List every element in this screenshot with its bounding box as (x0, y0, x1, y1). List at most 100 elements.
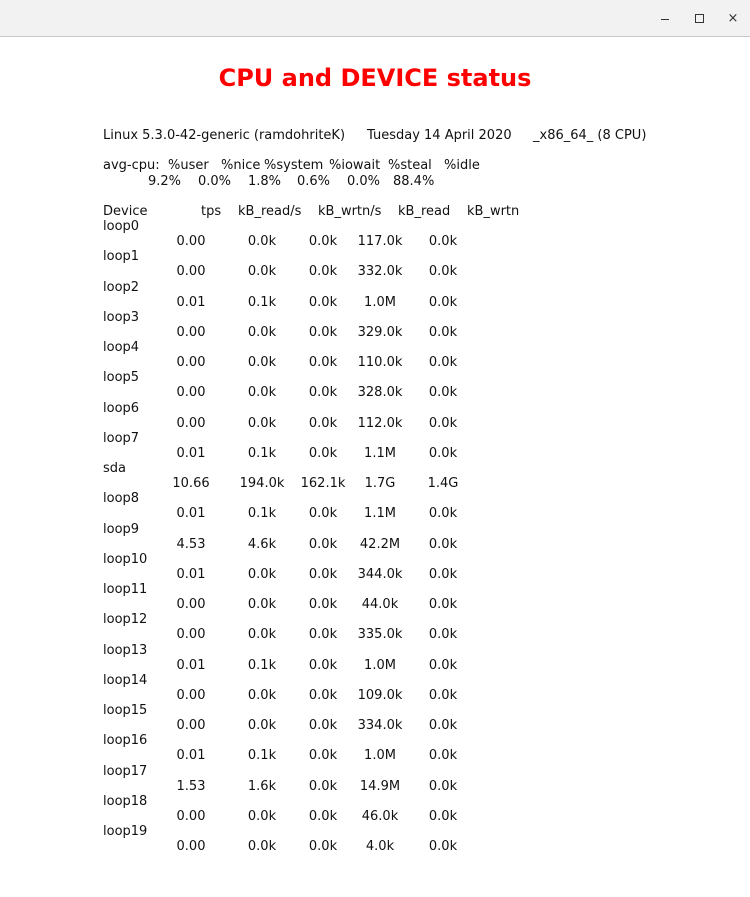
cell-wrtn: 0.0k (428, 506, 458, 522)
device-name: loop17 (103, 763, 148, 779)
cell-read-s: 194.0k (239, 476, 285, 491)
cell-tps: 0.00 (176, 627, 206, 643)
window-titlebar: × (0, 0, 750, 37)
arch-info: _x86_64_ (8 CPU) (533, 128, 647, 143)
device-name: loop7 (103, 430, 140, 446)
device-name: loop14 (103, 672, 148, 688)
cell-read-s: 0.0k (247, 839, 277, 854)
cell-wrtn-s: 0.0k (308, 536, 338, 552)
cell-read: 1.1M (364, 445, 396, 461)
table-row: loop12 0.00 0.0k 0.0k 335.0k 0.0k (0, 612, 750, 642)
cell-wrtn-s: 0.0k (308, 355, 338, 370)
cell-read-s: 1.6k (247, 778, 277, 794)
cell-tps: 0.00 (176, 264, 206, 280)
cell-read: 109.0k (357, 687, 403, 703)
cell-wrtn-s: 0.0k (308, 234, 338, 249)
cpu-value: 88.4% (393, 174, 435, 189)
column-header: kB_read/s (238, 204, 302, 219)
device-name: loop18 (103, 793, 148, 809)
cell-wrtn-s: 0.0k (308, 808, 338, 824)
table-row: loop2 0.01 0.1k 0.0k 1.0M 0.0k (0, 280, 750, 310)
cpu-value: 0.6% (297, 174, 331, 189)
cell-read: 44.0k (361, 597, 399, 612)
cpu-value: 1.8% (248, 174, 282, 189)
cell-tps: 0.01 (176, 506, 206, 522)
table-row: loop16 0.01 0.1k 0.0k 1.0M 0.0k (0, 733, 750, 763)
cell-wrtn: 0.0k (428, 718, 458, 733)
minimize-icon (661, 18, 669, 20)
device-name: loop6 (103, 400, 140, 416)
cell-read-s: 0.0k (247, 627, 277, 643)
device-name: loop3 (103, 309, 140, 325)
cell-read: 334.0k (357, 718, 403, 733)
cell-read-s: 0.0k (247, 324, 277, 340)
table-row: loop8 0.01 0.1k 0.0k 1.1M 0.0k (0, 491, 750, 521)
cell-wrtn-s: 0.0k (308, 294, 338, 310)
cell-wrtn: 0.0k (428, 264, 458, 280)
system-info-line: Linux 5.3.0-42-generic (ramdohriteK) Tue… (0, 128, 750, 144)
cell-tps: 0.01 (176, 657, 206, 673)
cell-wrtn-s: 0.0k (308, 597, 338, 612)
table-row: loop9 4.53 4.6k 0.0k 42.2M 0.0k (0, 522, 750, 552)
cell-read-s: 0.0k (247, 234, 277, 249)
cell-wrtn-s: 162.1k (300, 476, 346, 491)
cpu-value: 9.2% (148, 174, 182, 189)
cell-tps: 0.00 (176, 234, 206, 249)
cell-wrtn-s: 0.0k (308, 506, 338, 522)
table-row: loop18 0.00 0.0k 0.0k 46.0k 0.0k (0, 794, 750, 824)
cell-wrtn-s: 0.0k (308, 627, 338, 643)
cell-read: 14.9M (359, 778, 401, 794)
cell-wrtn: 0.0k (428, 445, 458, 461)
cell-wrtn: 1.4G (427, 476, 459, 491)
cell-tps: 0.01 (176, 566, 206, 582)
device-name: loop15 (103, 703, 148, 718)
kernel-info: Linux 5.3.0-42-generic (ramdohriteK) (103, 128, 346, 143)
cell-tps: 0.00 (176, 355, 206, 370)
cell-read-s: 0.1k (247, 294, 277, 310)
device-name: loop2 (103, 279, 140, 295)
cell-wrtn: 0.0k (428, 385, 458, 401)
table-row: sda 10.66 194.0k 162.1k 1.7G 1.4G (0, 461, 750, 491)
maximize-button[interactable] (687, 6, 711, 30)
column-header: Device (103, 204, 148, 219)
cell-read: 46.0k (361, 808, 399, 824)
cell-tps: 0.00 (176, 415, 206, 431)
cell-read-s: 0.0k (247, 808, 277, 824)
cell-tps: 0.01 (176, 445, 206, 461)
cell-wrtn: 0.0k (428, 778, 458, 794)
cpu-header: %user (168, 158, 209, 173)
minimize-button[interactable] (653, 6, 677, 30)
cpu-values-row: 9.2% 0.0% 1.8% 0.6% 0.0% 88.4% (0, 174, 750, 190)
device-name: sda (103, 461, 126, 476)
cell-read: 1.0M (364, 748, 396, 764)
cell-read-s: 0.0k (247, 264, 277, 280)
cell-read: 344.0k (357, 566, 403, 582)
cpu-header: %iowait (329, 158, 381, 173)
cell-wrtn: 0.0k (428, 657, 458, 673)
cell-read: 335.0k (357, 627, 403, 643)
cell-wrtn: 0.0k (428, 627, 458, 643)
cpu-header: %idle (444, 158, 480, 173)
close-button[interactable]: × (721, 6, 745, 30)
cell-wrtn-s: 0.0k (308, 718, 338, 733)
cell-read: 329.0k (357, 324, 403, 340)
cell-read: 1.7G (364, 476, 396, 491)
cell-tps: 4.53 (176, 536, 206, 552)
column-header: tps (201, 204, 222, 219)
cell-tps: 0.00 (176, 385, 206, 401)
device-name: loop16 (103, 733, 148, 749)
cell-wrtn: 0.0k (428, 324, 458, 340)
table-row: loop13 0.01 0.1k 0.0k 1.0M 0.0k (0, 643, 750, 673)
table-row: loop1 0.00 0.0k 0.0k 332.0k 0.0k (0, 249, 750, 279)
cell-tps: 0.00 (176, 839, 206, 854)
device-name: loop10 (103, 551, 148, 567)
cell-wrtn: 0.0k (428, 687, 458, 703)
column-header: kB_wrtn (467, 204, 520, 219)
cell-wrtn-s: 0.0k (308, 778, 338, 794)
cell-tps: 0.01 (176, 294, 206, 310)
cell-wrtn: 0.0k (428, 566, 458, 582)
device-table-header: Device tps kB_read/s kB_wrtn/s kB_read k… (0, 204, 750, 220)
cpu-label: avg-cpu: (103, 158, 160, 173)
cell-wrtn: 0.0k (428, 234, 458, 249)
cell-tps: 10.66 (172, 476, 210, 491)
